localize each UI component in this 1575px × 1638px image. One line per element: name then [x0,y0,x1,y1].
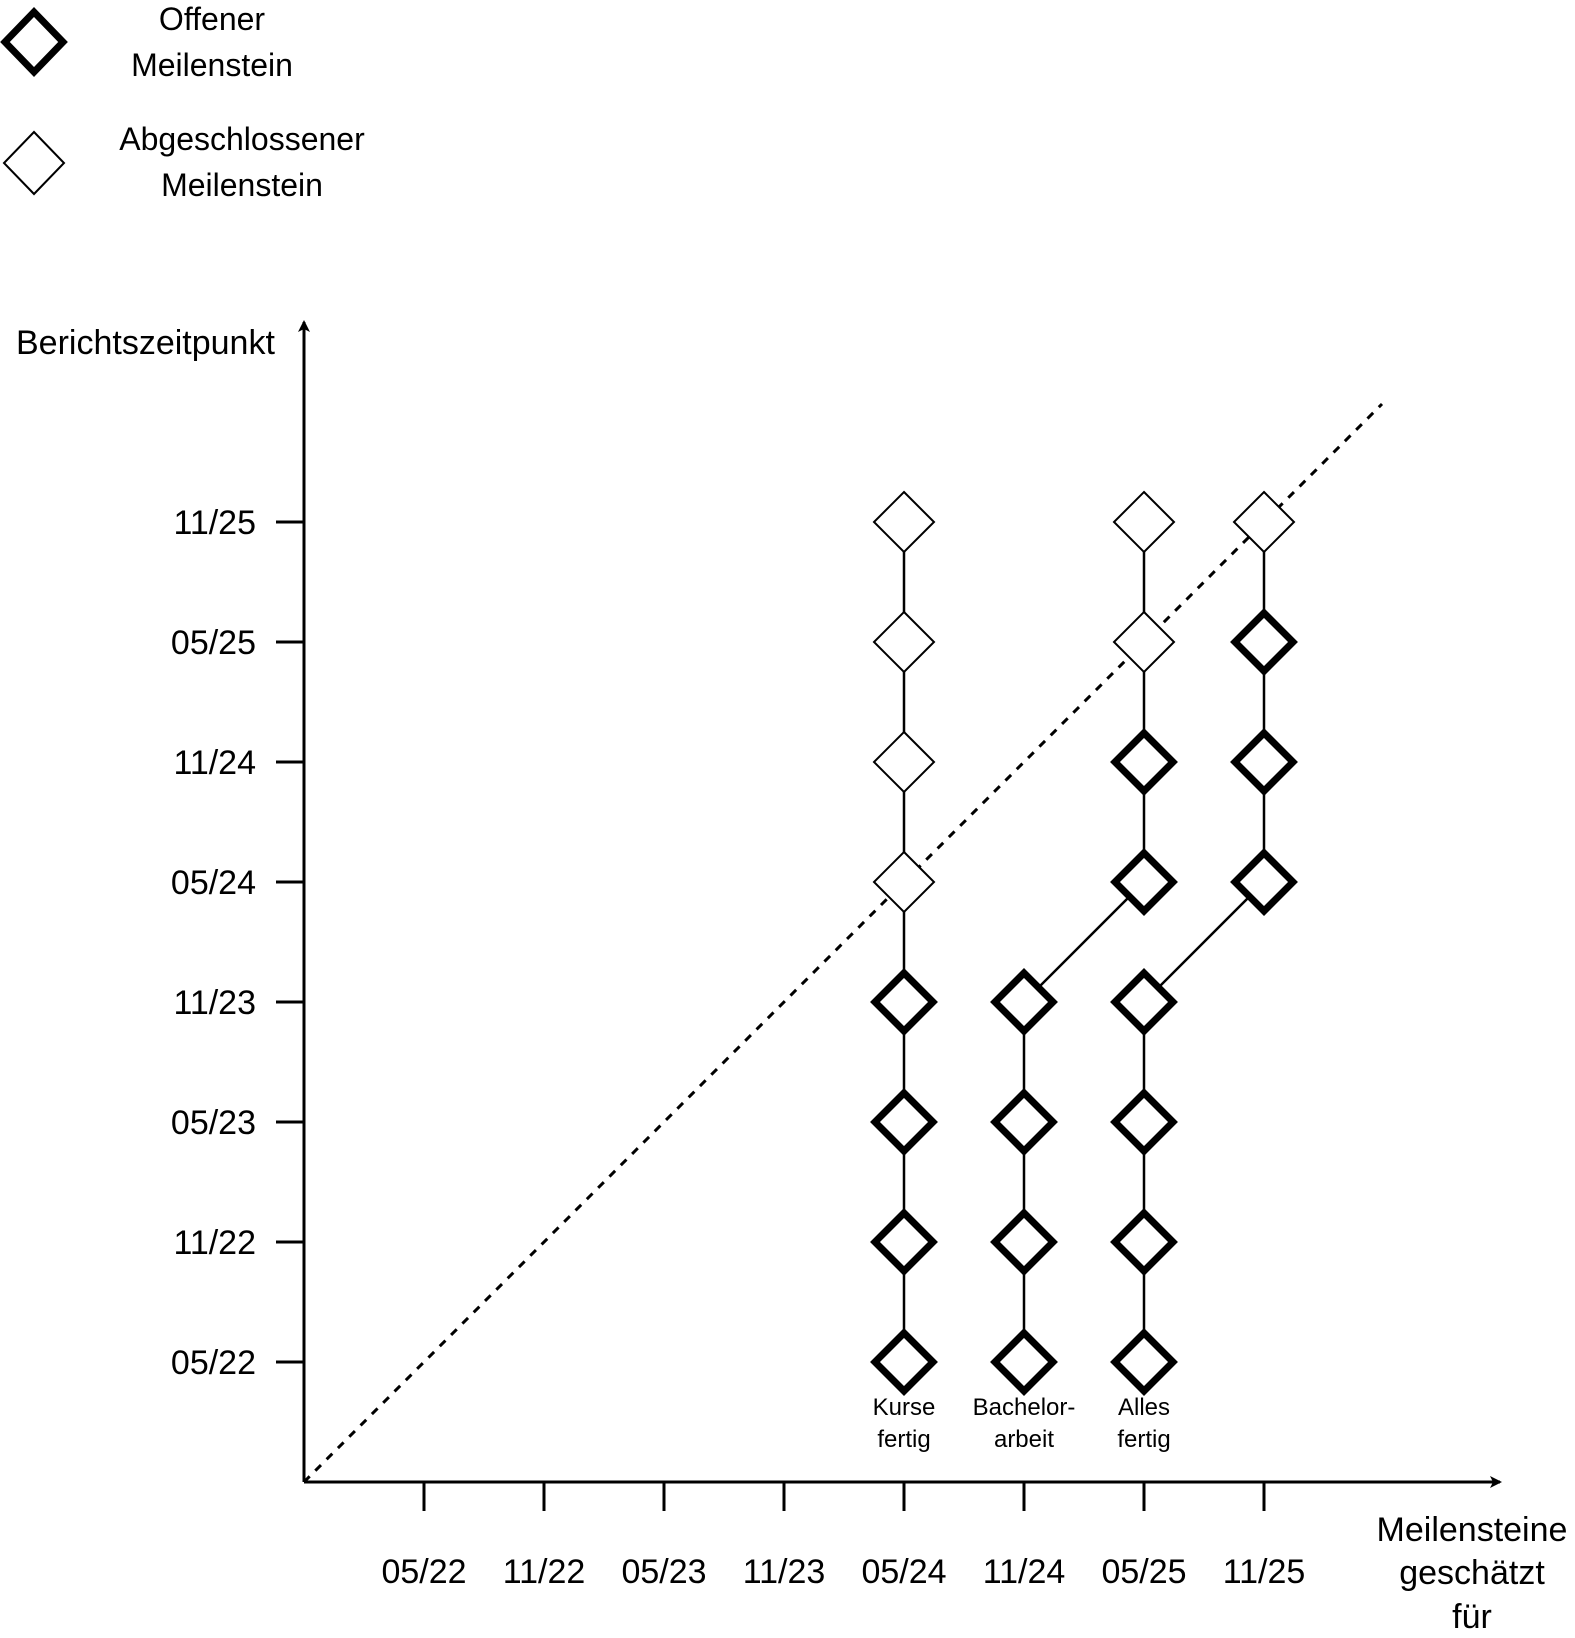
legend-done-label-2: Meilenstein [161,167,323,203]
y-tick-label: 05/22 [171,1344,256,1382]
legend: Offener Meilenstein Abgeschlossener Meil… [0,1,365,203]
x-tick-label: 11/24 [983,1553,1066,1591]
y-tick-label: 05/23 [171,1104,256,1142]
open-milestone-marker [1230,608,1298,676]
legend-open-label-2: Meilenstein [131,47,293,83]
open-milestone-marker [1110,728,1178,796]
y-tick-label: 05/25 [171,624,256,662]
milestone-track: Bachelor-arbeit [973,490,1178,1453]
milestone-label-line1: Bachelor- [973,1394,1076,1421]
milestone-label-line2: fertig [877,1426,930,1453]
y-axis-title: Berichtszeitpunkt [16,324,275,362]
x-axis-title-1: Meilensteine [1377,1511,1568,1549]
milestone-connector [1023,881,1145,1003]
done-milestone-marker [1112,490,1176,554]
done-milestone-marker [1112,610,1176,674]
open-milestone-legend-icon [0,6,68,78]
open-milestone-marker [1110,968,1178,1036]
x-tick-label: 05/25 [1101,1553,1186,1591]
y-tick-label: 11/22 [173,1224,256,1262]
open-milestone-marker [870,1088,938,1156]
x-tick-label: 11/25 [1223,1553,1306,1591]
legend-done-label-1: Abgeschlossener [119,121,365,157]
x-ticks: 05/22 11/22 05/23 11/23 05/24 11/24 05/25 11/25 [381,1482,1305,1591]
open-milestone-marker [1110,1208,1178,1276]
open-milestone-marker [990,1088,1058,1156]
x-tick-label: 05/23 [621,1553,706,1591]
milestone-label-line1: Kurse [873,1394,936,1421]
open-milestone-marker [1230,848,1298,916]
milestone-track: Kurse fertig [870,490,938,1453]
milestone-label-line1: Alles [1118,1394,1170,1421]
open-milestone-marker [990,1328,1058,1396]
open-milestone-marker [870,1328,938,1396]
diagonal-reference-line [302,402,1384,1484]
y-tick-label: 11/23 [173,984,256,1022]
open-milestone-marker [1110,1328,1178,1396]
milestone-label-line2: arbeit [994,1426,1054,1453]
y-tick-label: 05/24 [171,864,256,902]
open-milestone-marker [870,968,938,1036]
y-tick-label: 11/25 [173,504,256,542]
open-milestone-marker [1230,728,1298,796]
milestone-track: Alles fertig [1110,490,1298,1453]
axes: Berichtszeitpunkt Meilensteine geschätzt… [16,320,1568,1636]
x-tick-label: 11/22 [503,1553,586,1591]
open-milestone-marker [1110,848,1178,916]
done-milestone-legend-icon [2,130,66,196]
x-axis-title-3: für [1452,1598,1492,1636]
done-milestone-marker [872,490,936,554]
open-milestone-marker [870,1208,938,1276]
y-ticks: 05/22 11/22 05/23 11/23 05/24 11/24 05/25 11/25 [171,504,304,1382]
done-milestone-marker [872,610,936,674]
done-milestone-marker [872,850,936,914]
legend-open-label-1: Offener [159,1,265,37]
x-tick-label: 11/23 [743,1553,826,1591]
open-milestone-marker [990,968,1058,1036]
x-axis-title-2: geschätzt [1399,1554,1545,1592]
y-tick-label: 11/24 [173,744,256,782]
x-tick-label: 05/22 [381,1553,466,1591]
milestone-label-line2: fertig [1117,1426,1170,1453]
done-milestone-marker [872,730,936,794]
open-milestone-marker [1110,1088,1178,1156]
open-milestone-marker [990,1208,1058,1276]
x-tick-label: 05/24 [861,1553,946,1591]
done-milestone-marker [1232,490,1296,554]
milestone-connector [1143,881,1265,1003]
